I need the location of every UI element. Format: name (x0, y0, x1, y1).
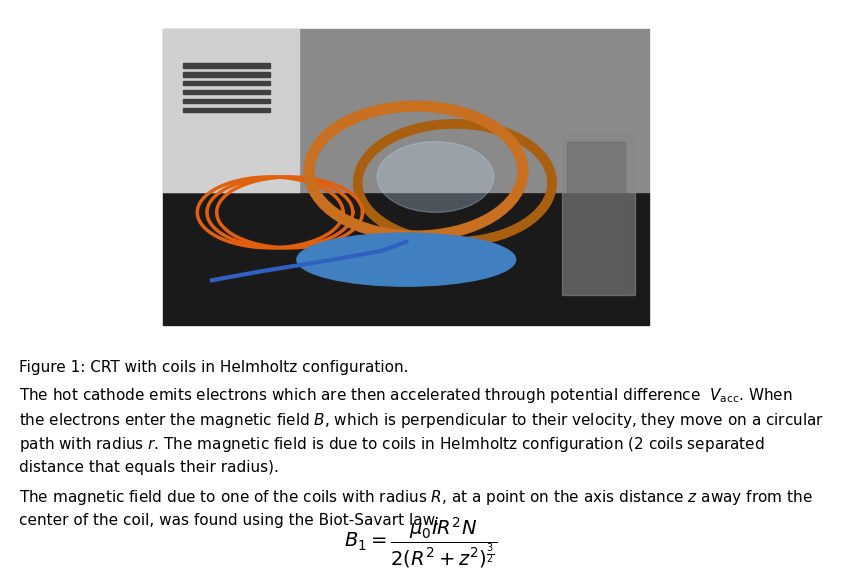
Bar (567, 142, 625, 289)
Bar (163, 29, 649, 192)
Bar (562, 133, 635, 295)
Bar (183, 90, 270, 94)
Text: Figure 1: CRT with coils in Helmholtz configuration.: Figure 1: CRT with coils in Helmholtz co… (19, 360, 408, 375)
Bar (183, 72, 270, 77)
Text: The hot cathode emits electrons which are then accelerated through potential dif: The hot cathode emits electrons which ar… (19, 386, 792, 405)
Circle shape (377, 142, 493, 212)
Text: path with radius $r$. The magnetic field is due to coils in Helmholtz configurat: path with radius $r$. The magnetic field… (19, 435, 765, 454)
Ellipse shape (297, 233, 515, 286)
Bar (183, 63, 270, 68)
Text: The magnetic field due to one of the coils with radius $R$, at a point on the ax: The magnetic field due to one of the coi… (19, 488, 813, 507)
Bar (183, 108, 270, 112)
Bar (163, 192, 649, 325)
Bar (163, 29, 300, 192)
Text: distance that equals their radius).: distance that equals their radius). (19, 460, 279, 475)
Text: center of the coil, was found using the Biot-Savart law:: center of the coil, was found using the … (19, 513, 439, 528)
Text: $B_1 = \dfrac{\mu_0 I R^2 N}{2(R^2 + z^2)^{\frac{3}{2}}}$: $B_1 = \dfrac{\mu_0 I R^2 N}{2(R^2 + z^2… (344, 516, 498, 570)
Bar (183, 81, 270, 85)
Bar (183, 99, 270, 103)
Text: the electrons enter the magnetic field $B$, which is perpendicular to their velo: the electrons enter the magnetic field $… (19, 411, 823, 429)
